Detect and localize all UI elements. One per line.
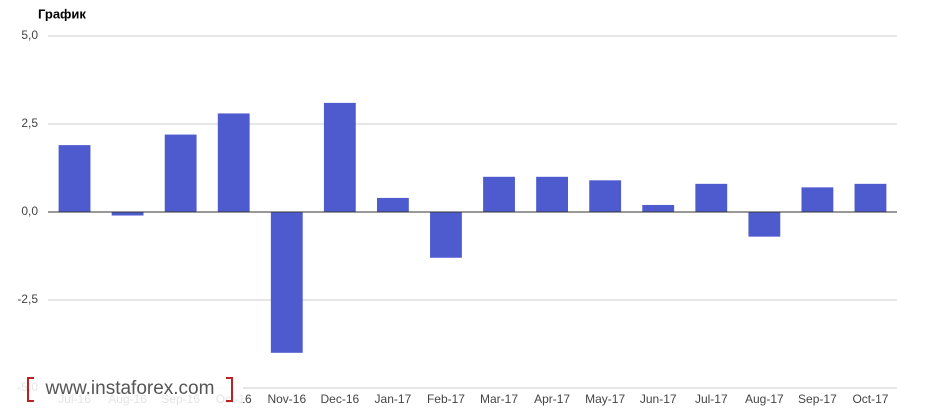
chart-title: График (38, 6, 86, 21)
bar (164, 134, 197, 212)
bar (642, 204, 675, 212)
bar (589, 180, 622, 212)
bar (695, 183, 728, 212)
x-tick-label: Jun-17 (640, 392, 677, 406)
bar (748, 212, 781, 237)
watermark-bracket (226, 377, 233, 402)
watermark-text: www.instaforex.com (45, 378, 215, 399)
bar (854, 183, 887, 212)
watermark-bracket (27, 377, 34, 402)
x-tick-label: Apr-17 (534, 392, 570, 406)
x-tick-label: Sep-17 (798, 392, 837, 406)
y-tick-label: -2,5 (17, 292, 38, 306)
x-tick-label: Aug-17 (745, 392, 784, 406)
bar (270, 212, 303, 353)
bar (536, 176, 569, 212)
x-tick-label: Oct-17 (852, 392, 888, 406)
bar (111, 212, 144, 216)
bar (376, 197, 409, 212)
bar (58, 145, 91, 212)
y-tick-label: 0,0 (21, 204, 38, 218)
watermark-box (18, 372, 243, 407)
x-tick-label: Dec-16 (321, 392, 360, 406)
bar (217, 113, 250, 212)
x-tick-label: Jul-17 (695, 392, 728, 406)
y-tick-label: 2,5 (21, 116, 38, 130)
bar (430, 212, 462, 258)
x-tick-label: Nov-16 (267, 392, 306, 406)
x-tick-label: May-17 (585, 392, 625, 406)
bar (323, 102, 356, 212)
x-tick-label: Jan-17 (375, 392, 412, 406)
bar (801, 187, 834, 212)
x-tick-label: Mar-17 (480, 392, 518, 406)
watermark: www.instaforex.com (18, 372, 243, 407)
bar (483, 176, 515, 212)
x-tick-label: Feb-17 (427, 392, 465, 406)
y-tick-label: 5,0 (21, 28, 38, 42)
